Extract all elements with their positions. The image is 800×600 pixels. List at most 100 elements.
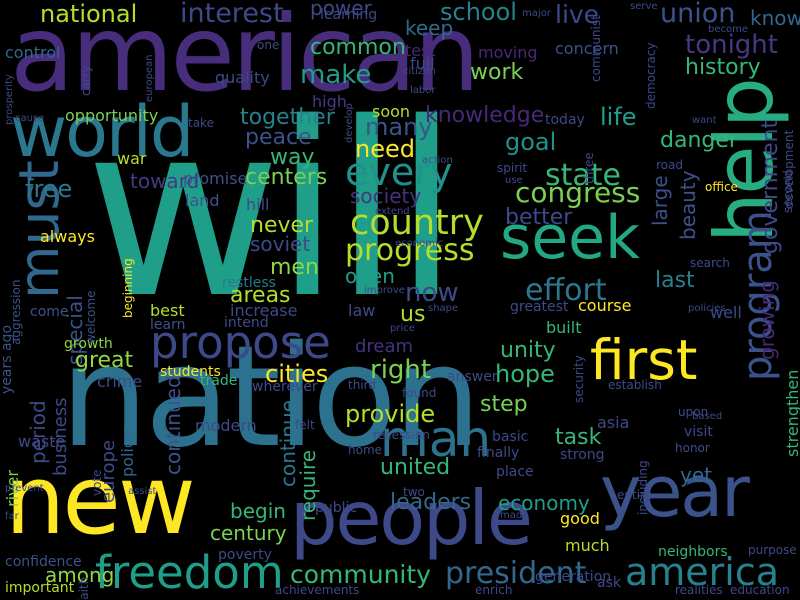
word-waste: waste — [18, 432, 66, 452]
word-strong: strong — [560, 447, 605, 464]
word-hill: hill — [246, 195, 270, 215]
word-policy: policy — [118, 429, 137, 477]
word-world: world — [10, 90, 194, 173]
word-hope: hope — [495, 360, 555, 389]
word-spirit: spirit — [497, 160, 528, 175]
word-basic: basic — [492, 429, 529, 446]
word-ask: ask — [597, 575, 621, 592]
word-beauty: beauty — [676, 170, 700, 240]
word-every: every — [345, 150, 453, 195]
word-come: come — [30, 304, 69, 321]
word-leaders: leaders — [390, 490, 472, 516]
word-recession: recession — [373, 427, 430, 442]
word-european: european — [144, 54, 155, 102]
word-greatest: greatest — [510, 299, 569, 316]
word-goal: goal — [505, 128, 557, 157]
word-new: new — [5, 445, 196, 556]
word-realities: realities — [675, 582, 723, 597]
word-provide: provide — [345, 400, 436, 429]
word-good: good — [560, 509, 600, 529]
word-enrich: enrich — [475, 582, 513, 597]
word-community: community — [290, 560, 431, 589]
word-security: security — [572, 355, 586, 403]
word-toward: toward — [130, 168, 200, 193]
word-upon: upon — [678, 404, 709, 419]
word-growing: growing — [755, 280, 779, 360]
word-american: american — [10, 0, 480, 116]
word-want: want — [692, 114, 717, 126]
word-generation: generation — [535, 569, 612, 586]
word-large: large — [648, 175, 672, 226]
word-right: right — [370, 354, 432, 385]
word-cause: cause — [15, 112, 45, 124]
word-beginning: beginning — [121, 258, 135, 318]
word-union: union — [660, 0, 736, 29]
word-action: action — [422, 154, 453, 166]
word-together: together — [240, 105, 335, 131]
word-danger: danger — [660, 128, 738, 154]
word-intend: intend — [224, 315, 269, 332]
word-strengthen: strengthen — [783, 369, 800, 457]
word-common: common — [310, 35, 406, 61]
word-law: law — [348, 301, 376, 321]
word-knowledge: knowledge — [425, 103, 545, 129]
word-tonight: tonight — [685, 29, 778, 60]
word-know: know — [750, 5, 800, 30]
word-us: us — [400, 302, 426, 328]
word-two: two — [403, 484, 425, 499]
word-learn: learn — [150, 317, 186, 334]
word-democracy: democracy — [644, 42, 658, 109]
word-assist: assist — [128, 485, 157, 497]
word-men: men — [270, 255, 319, 281]
word-today: today — [545, 112, 585, 129]
word-entire: entire — [617, 487, 653, 502]
word-seek: seek — [500, 202, 640, 273]
word-use: use — [505, 174, 523, 186]
word-felt: felt — [295, 417, 315, 432]
word-home: home — [348, 442, 383, 457]
word-major: major — [522, 7, 551, 19]
word-quality: quality — [215, 68, 270, 88]
word-year: year — [600, 450, 750, 533]
word-effort: effort — [525, 273, 607, 309]
word-soon: soon — [372, 102, 411, 122]
word-learning: learning — [320, 7, 378, 24]
word-many: many — [365, 113, 433, 142]
word-moving: moving — [478, 43, 538, 63]
word-last: last — [655, 268, 695, 294]
word-propose: propose — [150, 315, 331, 369]
word-make: make — [300, 59, 372, 90]
word-keep: keep — [405, 15, 454, 40]
word-shape: shape — [428, 302, 459, 314]
word-man: man — [380, 410, 492, 468]
word-state: state — [545, 158, 621, 194]
word-important: important — [5, 580, 75, 597]
word-policies: policies — [688, 302, 726, 314]
word-way: way — [270, 145, 315, 171]
word-far: far — [5, 510, 19, 522]
word-third: third — [348, 377, 376, 392]
word-best: best — [150, 301, 185, 321]
word-built: built — [546, 318, 582, 338]
word-search: search — [690, 255, 730, 270]
word-become: become — [708, 23, 749, 35]
word-people: people — [290, 474, 533, 562]
word-visit: visit — [684, 424, 713, 441]
word-need: need — [355, 135, 415, 164]
word-concern: concern — [555, 39, 619, 59]
word-place: place — [496, 464, 534, 481]
word-interest: interest — [180, 0, 284, 29]
word-first: first — [590, 328, 698, 393]
word-soviet: soviet — [250, 231, 311, 256]
word-economic: economic — [395, 237, 444, 249]
word-three: three — [582, 152, 596, 184]
word-achievements: achievements — [275, 582, 360, 597]
word-national: national — [40, 0, 138, 29]
word-school: school — [440, 0, 517, 27]
word-freedom: freedom — [95, 545, 284, 599]
word-among: among — [45, 562, 115, 587]
word-government: government — [758, 119, 783, 254]
word-centers: centers — [245, 165, 328, 191]
word-establish: establish — [608, 377, 662, 392]
